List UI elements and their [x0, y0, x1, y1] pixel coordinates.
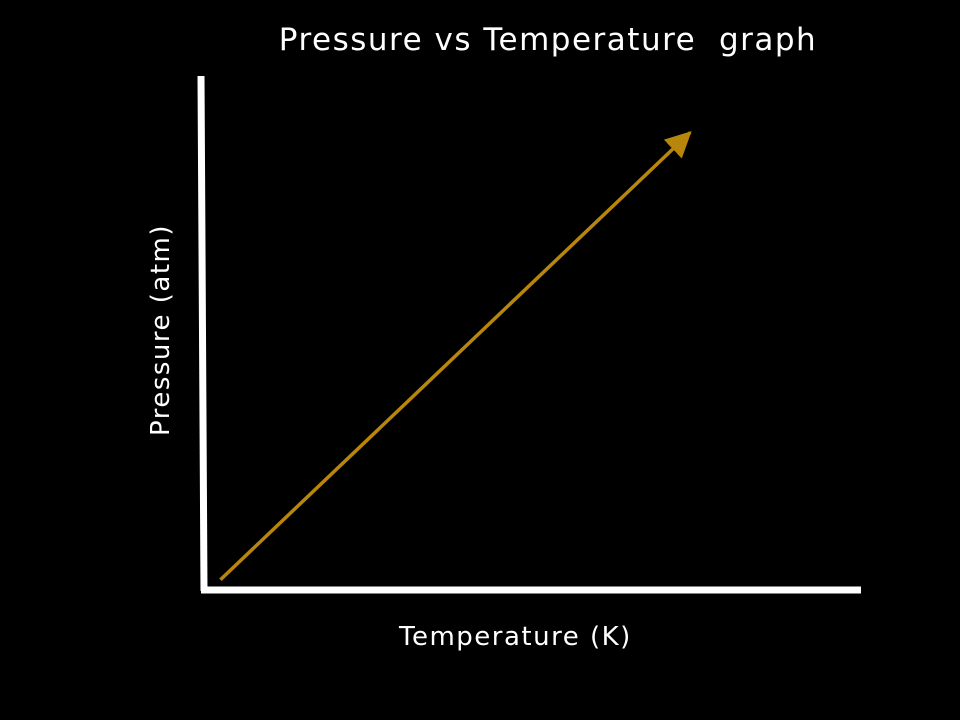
- series-line-pressure: [219, 131, 692, 581]
- y-axis-line: [197, 75, 208, 592]
- x-axis-label: Temperature (K): [399, 622, 632, 652]
- y-axis-label: Pressure (atm): [146, 223, 176, 437]
- chart-title: Pressure vs Temperature graph: [278, 22, 818, 58]
